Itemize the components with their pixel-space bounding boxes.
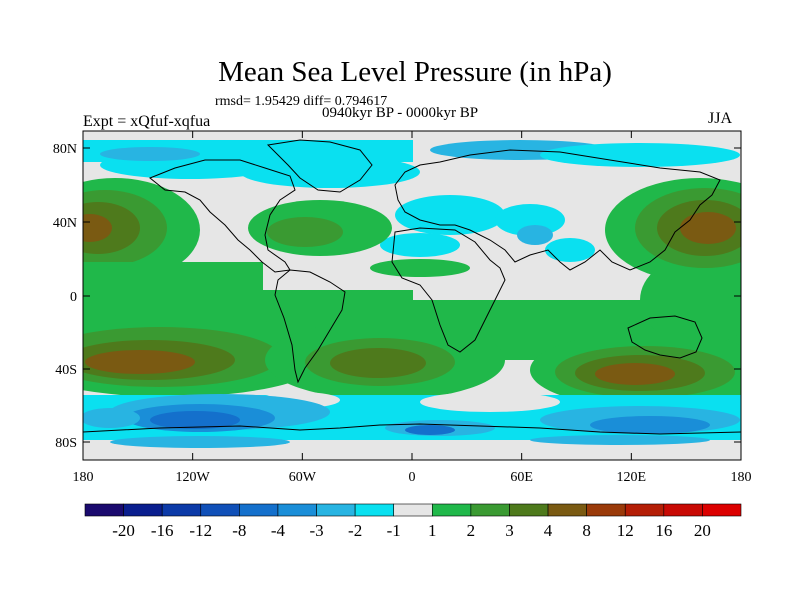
lon-tick-label: 120W <box>176 470 211 485</box>
colorbar-label: 3 <box>505 521 514 540</box>
southern-ocean-low-band <box>83 392 741 460</box>
colorbar-swatch <box>239 503 279 517</box>
experiment-label: Expt = xQfuf-xqfua <box>83 113 211 130</box>
colorbar-swatch <box>200 503 240 517</box>
north-atlantic-high <box>248 200 392 256</box>
lat-tick-label: 40N <box>53 216 77 231</box>
season-label: JJA <box>708 110 733 127</box>
colorbar-label: 8 <box>582 521 591 540</box>
north-pacific-high-west <box>83 178 200 282</box>
longitude-axis: 180 120W 60W 0 60E 120E 180 <box>73 131 752 485</box>
colorbar-swatch <box>624 503 665 517</box>
lon-tick-label: 180 <box>73 470 94 485</box>
colorbar-swatch <box>509 503 549 517</box>
period-label: 0940kyr BP - 0000kyr BP <box>322 105 479 121</box>
latitude-axis: 80N 40N 0 40S 80S <box>53 142 741 451</box>
colorbar: -20 -16 -12 -8 -4 -3 -2 -1 1 2 3 4 8 12 16 20 <box>84 503 742 540</box>
lat-tick-label: 0 <box>70 290 77 305</box>
colorbar-swatch <box>702 503 742 517</box>
colorbar-label: -4 <box>271 521 286 540</box>
indian-ocean-high <box>530 332 741 408</box>
south-atlantic-high <box>265 320 505 400</box>
lon-tick-label: 180 <box>731 470 752 485</box>
lon-tick-label: 120E <box>617 470 647 485</box>
colorbar-swatch <box>431 503 472 517</box>
colorbar-swatch <box>354 503 395 517</box>
south-pacific-high <box>83 313 330 397</box>
colorbar-label: -1 <box>387 521 401 540</box>
colorbar-label: 2 <box>467 521 476 540</box>
colorbar-label: -20 <box>112 521 135 540</box>
map-field <box>83 131 741 460</box>
rmsd-diff-stats: rmsd= 1.95429 diff= 0.794617 <box>215 94 388 109</box>
colorbar-label: -2 <box>348 521 362 540</box>
colorbar-label: 12 <box>617 521 634 540</box>
colorbar-label: 16 <box>655 521 672 540</box>
colorbar-swatch <box>586 503 626 517</box>
colorbar-label: 4 <box>544 521 553 540</box>
arctic-low-anomaly <box>83 140 740 262</box>
colorbar-swatch <box>547 503 587 517</box>
lat-tick-label: 80S <box>55 436 77 451</box>
colorbar-label: 1 <box>428 521 437 540</box>
colorbar-swatch <box>84 503 124 517</box>
lat-tick-label: 80N <box>53 142 77 157</box>
colorbar-label: -16 <box>151 521 174 540</box>
colorbar-swatch <box>123 503 163 517</box>
colorbar-swatch <box>277 503 317 517</box>
north-pacific-high-east <box>605 178 741 282</box>
colorbar-label: -12 <box>189 521 212 540</box>
lat-tick-label: 40S <box>55 363 77 378</box>
colorbar-swatch <box>470 503 510 517</box>
colorbar-swatch <box>393 503 433 517</box>
lon-tick-label: 0 <box>409 470 416 485</box>
colorbar-swatch <box>316 503 356 517</box>
colorbar-label: -3 <box>309 521 323 540</box>
lon-tick-label: 60E <box>510 470 533 485</box>
colorbar-swatch <box>161 503 202 517</box>
colorbar-label: 20 <box>694 521 711 540</box>
plot-title: Mean Sea Level Pressure (in hPa) <box>218 56 612 88</box>
lon-tick-label: 60W <box>289 470 317 485</box>
colorbar-label: -8 <box>232 521 246 540</box>
colorbar-swatch <box>663 503 703 517</box>
coastlines <box>83 139 741 435</box>
